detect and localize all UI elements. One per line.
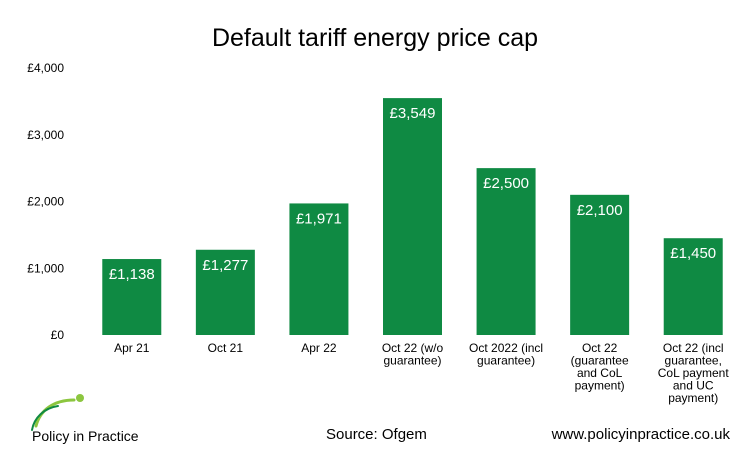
policy-in-practice-logo: Policy in Practice — [22, 392, 172, 452]
y-tick-label: £4,000 — [27, 61, 64, 75]
x-tick-label: Oct 22 (guarantee and CoL payment) — [571, 341, 629, 393]
x-tick-label: Oct 2022 (incl guarantee) — [469, 341, 543, 368]
website-link[interactable]: www.policyinpractice.co.uk — [551, 426, 730, 443]
bar — [289, 203, 349, 335]
x-tick-label: Apr 21 — [114, 341, 150, 355]
x-tick-label: Apr 22 — [301, 341, 337, 355]
leaf-swoosh-icon — [31, 394, 84, 431]
data-label: £2,500 — [483, 175, 529, 192]
bar — [102, 259, 162, 335]
x-axis: Apr 21 Oct 21 Apr 22 Oct 22 (w/o guarantee) O… — [114, 341, 729, 405]
y-tick-label: £2,000 — [27, 195, 64, 209]
y-tick-label: £3,000 — [27, 128, 64, 142]
bar — [383, 98, 442, 335]
y-axis: £0 £1,000 £2,000 £3,000 £4,000 — [27, 61, 64, 342]
data-label: £1,277 — [202, 257, 248, 274]
data-label: £1,138 — [109, 266, 155, 283]
bar-chart: Default tariff energy price cap £0 £1,000… — [27, 24, 729, 405]
bar — [663, 238, 723, 335]
logo-text: Policy in Practice — [32, 428, 139, 444]
bars: £1,138 £1,277 £1,971 £3,549 £2,500 £2,100 £1,4… — [102, 98, 723, 335]
bar — [476, 168, 536, 335]
x-tick-label: Oct 21 — [208, 341, 244, 355]
bar — [570, 194, 630, 335]
data-label: £3,549 — [390, 105, 436, 122]
x-tick-label: Oct 22 (incl guarantee, CoL payment and UC p… — [658, 341, 730, 405]
x-tick-label: Oct 22 (w/o guarantee) — [382, 341, 444, 368]
data-label: £1,971 — [296, 210, 342, 227]
y-tick-label: £0 — [51, 328, 65, 342]
source-note: Source: Ofgem — [326, 426, 427, 443]
data-label: £1,450 — [670, 245, 716, 262]
chart-title: Default tariff energy price cap — [212, 24, 538, 52]
bar — [195, 249, 255, 335]
data-label: £2,100 — [577, 202, 623, 219]
y-tick-label: £1,000 — [27, 261, 64, 275]
